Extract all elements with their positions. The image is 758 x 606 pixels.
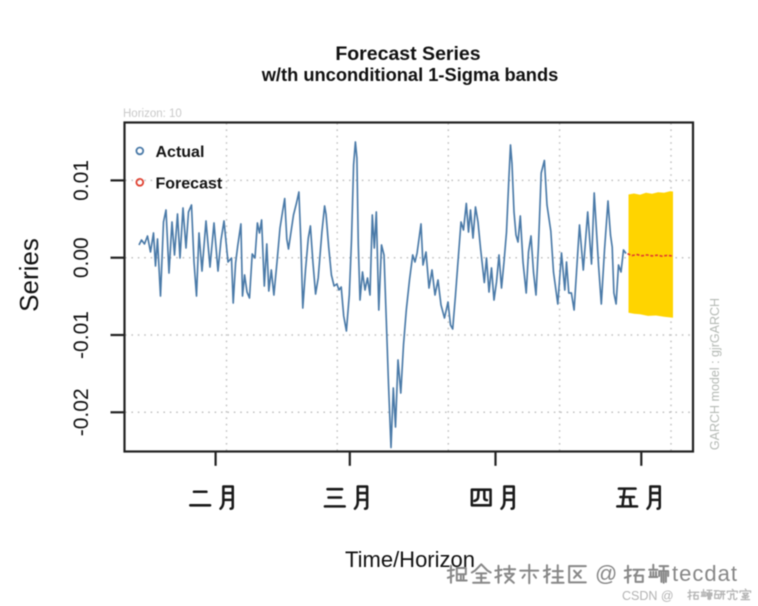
svg-text:@: @ [595, 561, 617, 586]
svg-text:Forecast: Forecast [156, 176, 223, 193]
svg-text:0.01: 0.01 [70, 160, 93, 201]
svg-text:Series: Series [14, 238, 44, 312]
svg-text:Horizon: 10: Horizon: 10 [123, 108, 182, 120]
svg-text:-0.02: -0.02 [70, 388, 93, 436]
svg-text:-0.01: -0.01 [70, 311, 93, 359]
svg-text:Time/Horizon: Time/Horizon [345, 547, 475, 572]
svg-text:CSDN @: CSDN @ [622, 589, 674, 603]
svg-text:w/th unconditional 1-Sigma ban: w/th unconditional 1-Sigma bands [261, 64, 559, 85]
svg-text:tecdat: tecdat [672, 561, 738, 586]
svg-text:GARCH model : gjrGARCH: GARCH model : gjrGARCH [708, 298, 722, 450]
svg-text:0.00: 0.00 [70, 237, 93, 278]
svg-text:Actual: Actual [156, 144, 205, 161]
svg-text:Forecast Series: Forecast Series [335, 43, 480, 65]
